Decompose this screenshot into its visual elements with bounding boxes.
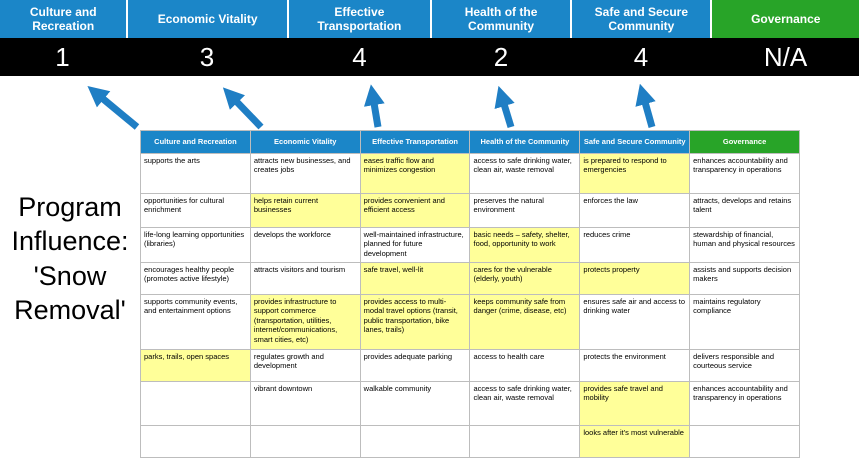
table-cell xyxy=(140,425,251,458)
table-cell: life-long learning opportunities (librar… xyxy=(140,227,251,263)
table-cell: enhances accountability and transparency… xyxy=(689,153,800,194)
table-cell: protects property xyxy=(579,262,691,295)
score-band: 1 3 4 2 4 N/A xyxy=(0,38,859,76)
table-row: looks after it's most vulnerable xyxy=(140,425,800,458)
table-cell: well-maintained infrastructure, planned … xyxy=(359,227,471,263)
table-row: supports the arts attracts new businesses… xyxy=(140,153,800,194)
arrow-icon xyxy=(635,83,656,128)
table-cell: maintains regulatory compliance xyxy=(689,294,800,350)
pillar-score: N/A xyxy=(763,41,808,72)
table-cell: attracts new businesses, and creates job… xyxy=(249,153,361,194)
table-cell: opportunities for cultural enrichment xyxy=(140,193,251,228)
table-cell: enforces the law xyxy=(579,193,691,228)
table-cell: provides adequate parking xyxy=(359,349,471,382)
table-cell xyxy=(249,425,361,458)
table-row: opportunities for cultural enrichment hel… xyxy=(140,193,800,228)
table-header: Culture and Recreation xyxy=(140,130,251,154)
table-cell: enhances accountability and transparency… xyxy=(689,381,800,426)
table-cell: cares for the vulnerable (elderly, youth… xyxy=(469,262,581,295)
table-row: encourages healthy people (promotes acti… xyxy=(140,262,800,295)
pillar-header: Economic Vitality xyxy=(128,0,287,38)
table-cell: provides safe travel and mobility xyxy=(579,381,691,426)
table-cell: access to safe drinking water, clean air… xyxy=(469,381,581,426)
table-cell: delivers responsible and courteous servi… xyxy=(689,349,800,382)
table-cell: attracts visitors and tourism xyxy=(249,262,361,295)
table-cell: parks, trails, open spaces xyxy=(140,349,251,382)
table-row: vibrant downtown walkable community access… xyxy=(140,381,800,426)
table-cell: ensures safe air and access to drinking … xyxy=(579,294,691,350)
table-cell xyxy=(359,425,471,458)
table-cell: encourages healthy people (promotes acti… xyxy=(140,262,251,295)
influence-table: Culture and Recreation Economic Vitality E… xyxy=(140,130,800,458)
table-cell xyxy=(689,425,800,458)
pillar-header-band: Culture and Recreation Economic Vitality E… xyxy=(0,0,859,38)
pillar-header: Safe and Secure Community xyxy=(572,0,711,38)
table-header: Safe and Secure Community xyxy=(579,130,691,154)
table-cell: basic needs – safety, shelter, food, opp… xyxy=(469,227,581,263)
table-cell: safe travel, well-lit xyxy=(359,262,471,295)
pillar-score: 2 xyxy=(493,41,509,72)
arrows-layer xyxy=(87,83,656,130)
arrow-icon xyxy=(222,87,264,130)
pillar-score: 4 xyxy=(352,41,367,72)
table-cell: keeps community safe from danger (crime,… xyxy=(469,294,581,350)
pillar-header: Governance xyxy=(712,0,859,38)
table-cell: assists and supports decision makers xyxy=(689,262,800,295)
table-cell: provides convenient and efficient access xyxy=(359,193,471,228)
table-cell: looks after it's most vulnerable xyxy=(579,425,691,458)
table-cell: vibrant downtown xyxy=(249,381,361,426)
pillar-score: 4 xyxy=(633,41,649,72)
pillar-score: 1 xyxy=(55,41,70,72)
table-cell: eases traffic flow and minimizes congest… xyxy=(359,153,471,194)
table-cell: regulates growth and development xyxy=(249,349,361,382)
table-cell: provides infrastructure to support comme… xyxy=(249,294,361,350)
arrow-icon xyxy=(494,85,515,129)
table-row: life-long learning opportunities (librar… xyxy=(140,227,800,263)
table-cell: access to health care xyxy=(469,349,581,382)
table-cell xyxy=(469,425,581,458)
table-cell: walkable community xyxy=(359,381,471,426)
table-row: parks, trails, open spaces regulates grow… xyxy=(140,349,800,382)
table-cell: supports community events, and entertain… xyxy=(140,294,251,350)
table-cell xyxy=(140,381,251,426)
table-row: supports community events, and entertain… xyxy=(140,294,800,350)
pillar-header: Effective Transportation xyxy=(288,0,430,38)
table-header: Health of the Community xyxy=(469,130,581,154)
table-header: Effective Transportation xyxy=(359,130,471,154)
table-cell: attracts, develops and retains talent xyxy=(689,193,800,228)
table-cell: protects the environment xyxy=(579,349,691,382)
table-cell: helps retain current businesses xyxy=(249,193,361,228)
pillar-header: Health of the Community xyxy=(431,0,571,38)
table-cell: is prepared to respond to emergencies xyxy=(579,153,691,194)
table-cell: provides access to multi-modal travel op… xyxy=(359,294,471,350)
pillar-score: 3 xyxy=(199,41,215,72)
table-cell: develops the workforce xyxy=(249,227,361,263)
arrow-icon xyxy=(363,84,385,128)
table-cell: stewardship of financial, human and phys… xyxy=(689,227,800,263)
table-cell: supports the arts xyxy=(140,153,251,194)
table-cell: reduces crime xyxy=(579,227,691,263)
table-header: Governance xyxy=(689,130,800,154)
page-title: Program Influence: 'Snow Removal' xyxy=(11,192,129,325)
pillar-header: Culture and Recreation xyxy=(0,0,127,38)
arrow-icon xyxy=(87,85,140,130)
table-cell: access to safe drinking water, clean air… xyxy=(469,153,581,194)
table-header: Economic Vitality xyxy=(249,130,361,154)
table-cell: preserves the natural environment xyxy=(469,193,581,228)
table-header-row: Culture and Recreation Economic Vitality E… xyxy=(140,130,800,154)
